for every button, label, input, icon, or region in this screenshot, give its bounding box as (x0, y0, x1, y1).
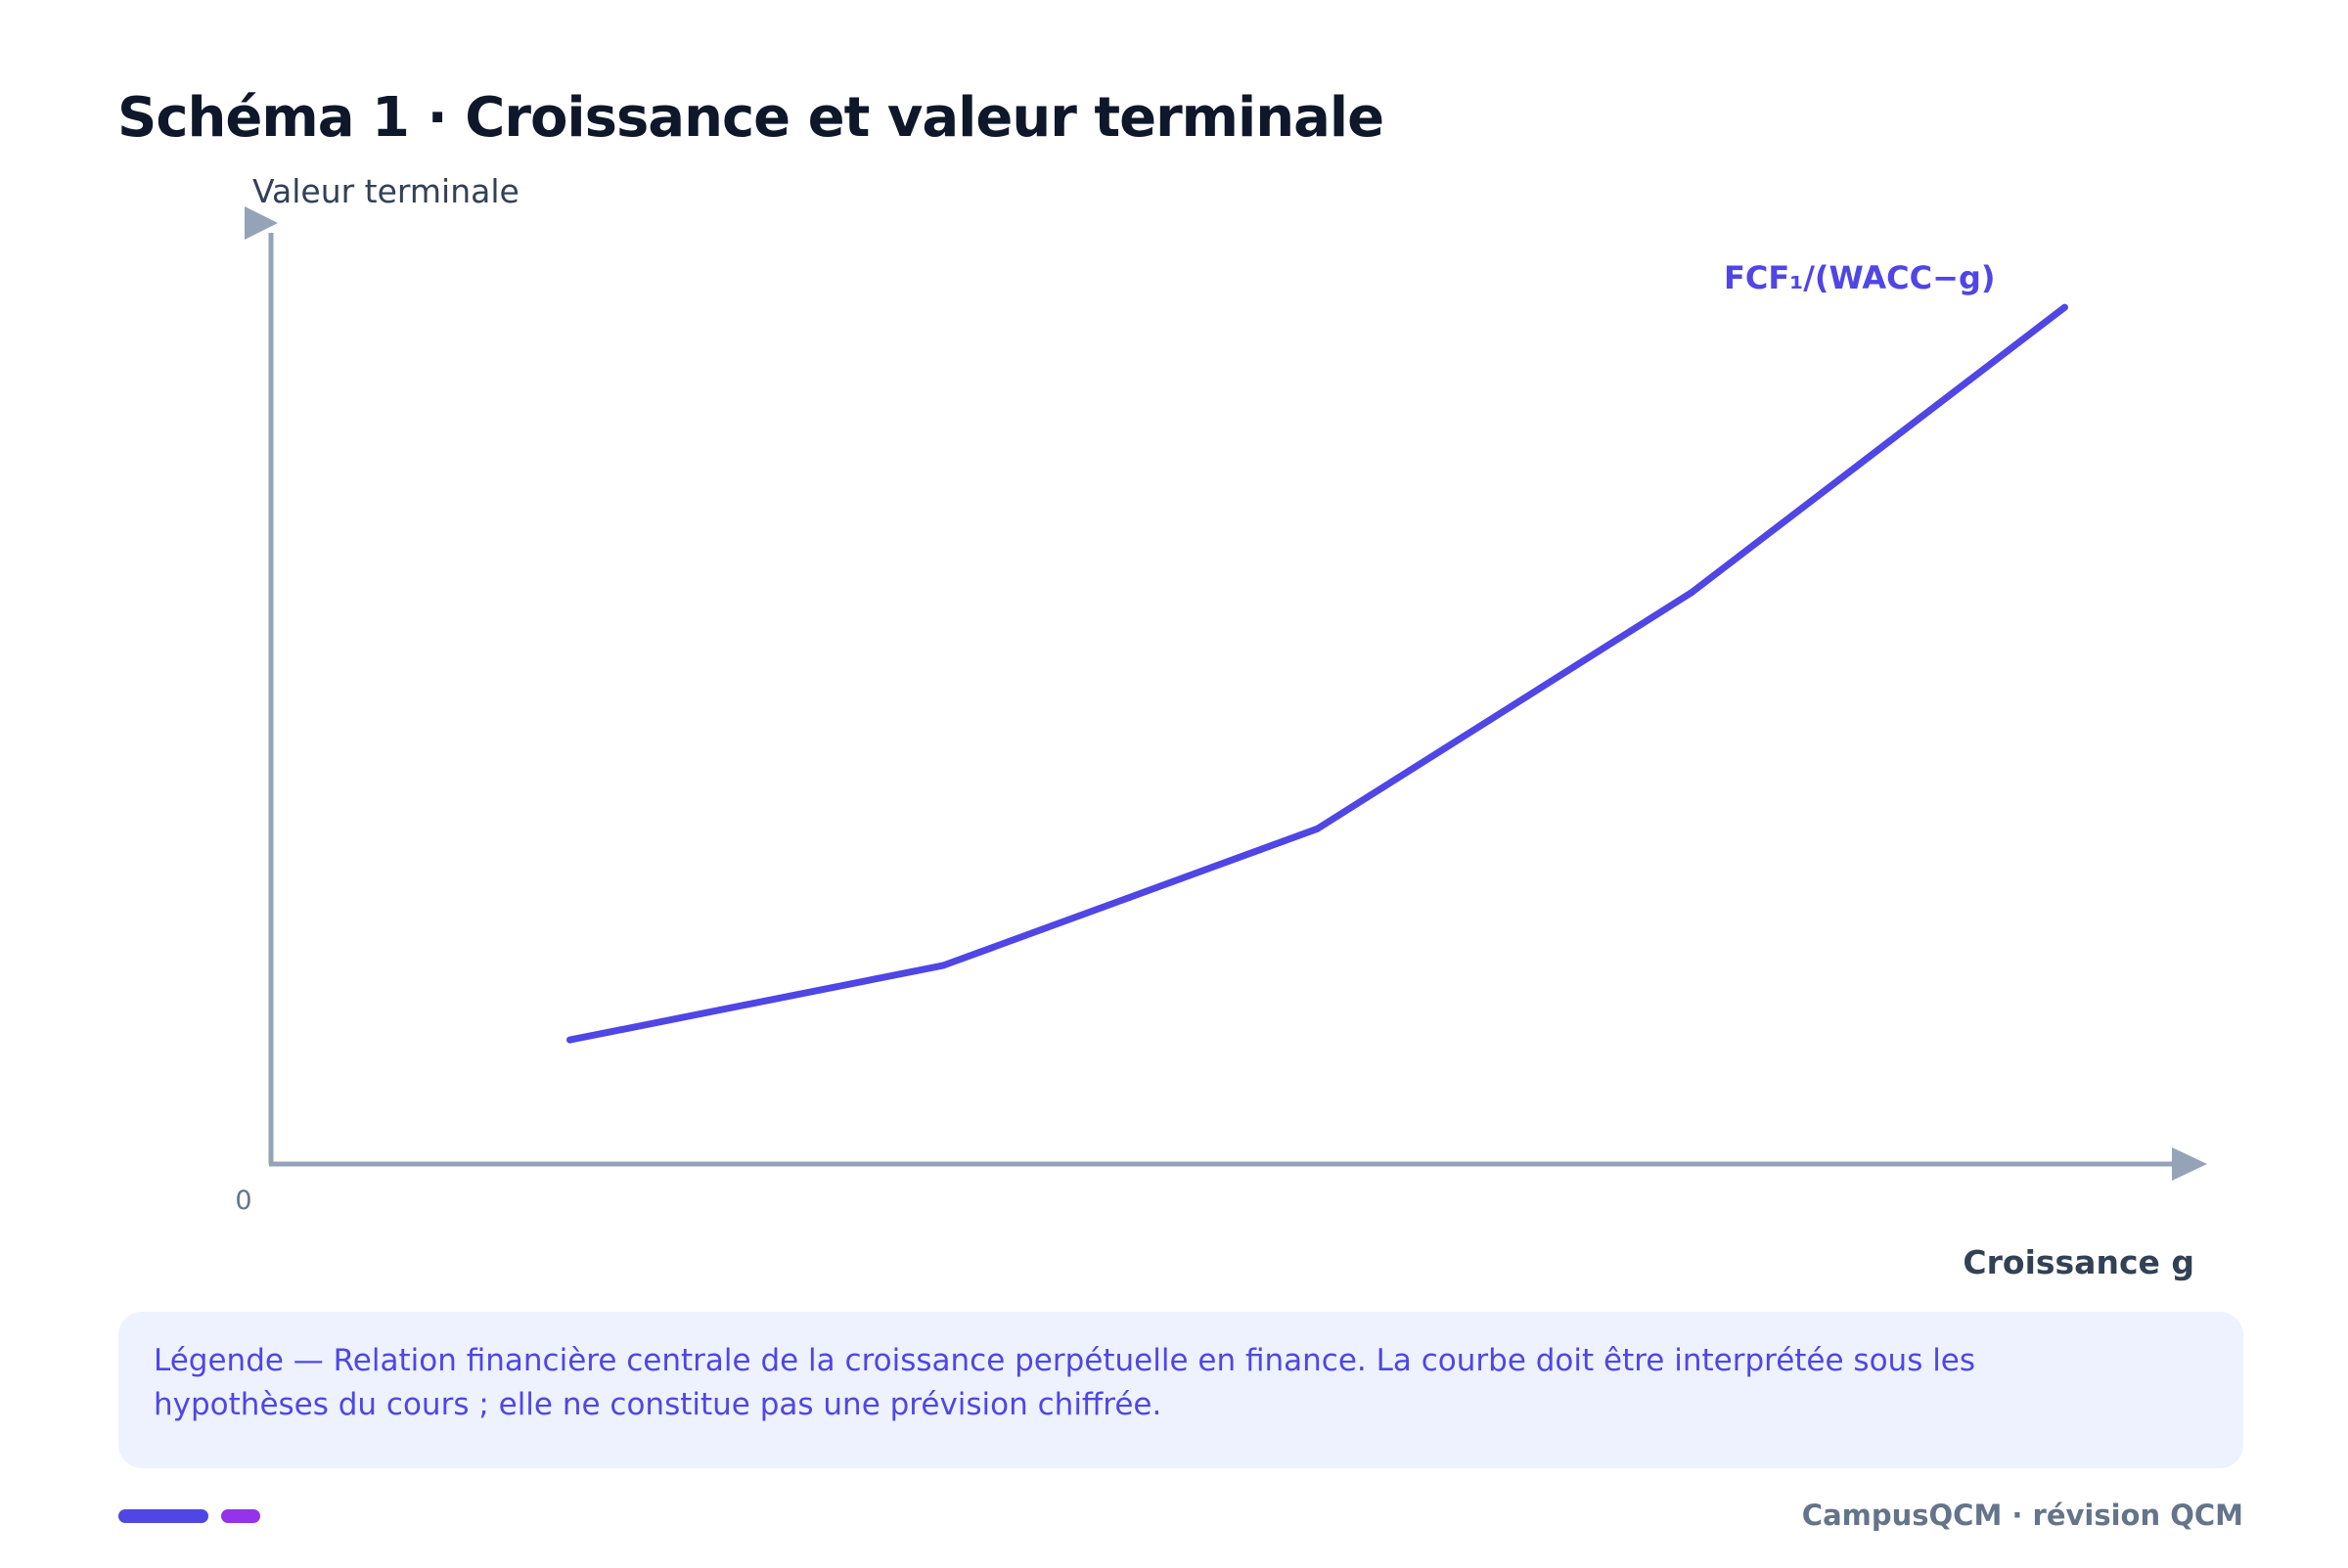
data-point (566, 1036, 574, 1044)
curve-label: FCF₁/(WACC−g) (1724, 259, 1995, 296)
data-point (1688, 589, 1694, 597)
data-point (2060, 303, 2068, 311)
y-axis-label: Valeur terminale (252, 172, 519, 210)
x-axis-arrow-icon (2172, 1147, 2207, 1181)
footer-accent-dot (221, 1509, 260, 1523)
legend-box: Légende — Relation financière centrale d… (118, 1312, 2243, 1468)
footer-brand: CampusQCM · révision QCM (1801, 1499, 2243, 1532)
footer-accent-bar (118, 1509, 208, 1523)
page-title: Schéma 1 · Croissance et valeur terminal… (117, 86, 1384, 150)
series-line-0 (566, 303, 2068, 1044)
y-axis-arrow-icon (245, 206, 278, 240)
origin-label: 0 (235, 1186, 251, 1216)
data-point (940, 962, 947, 969)
x-axis-label: Croissance g (1963, 1243, 2194, 1281)
data-point (1314, 825, 1321, 832)
chart: Valeur terminale Croissance g 0 FCF₁/(WA… (235, 172, 2207, 1281)
legend-text: Légende — Relation financière centrale d… (154, 1343, 1976, 1422)
